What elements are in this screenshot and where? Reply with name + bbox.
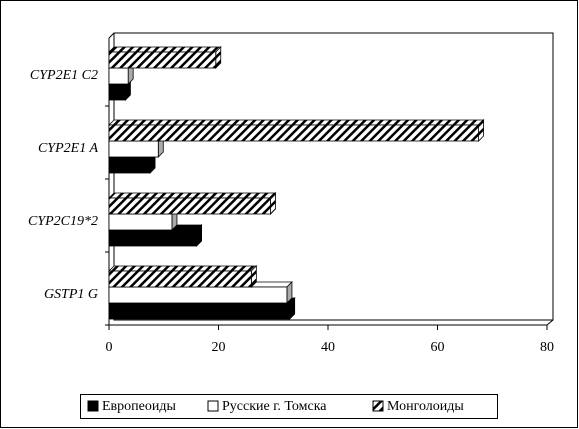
bar [108,270,252,288]
y-tick-label: GSTP1 G [44,287,98,302]
bar [108,302,291,320]
bar [108,229,197,247]
bar [108,286,288,304]
y-tick-label: CYP2E1 A [38,141,98,156]
floor-edge [546,319,554,326]
legend-swatch [372,400,384,412]
legend-label: Русские г. Томска [222,399,327,414]
wall-edge [108,32,115,39]
legend-swatch [87,400,99,412]
bar [108,213,173,231]
x-tick-label: 20 [212,340,226,355]
y-tick-label: CYP2E1 C2 [30,68,98,83]
x-tick-label: 40 [321,340,335,355]
bar [108,51,217,69]
legend [80,394,498,419]
x-tick-label: 60 [431,340,445,355]
bar-top [108,265,258,272]
bar [108,197,271,215]
bar [108,83,126,101]
bar [108,67,129,85]
legend-swatch [207,400,219,412]
x-tick-label: 0 [106,340,113,355]
bar [108,124,479,142]
bar-top [108,46,222,53]
y-tick-label: CYP2C19*2 [28,214,98,229]
bar [108,140,159,158]
x-tick-label: 80 [540,340,554,355]
bar-top [108,119,485,126]
legend-label: Европеоиды [102,399,176,414]
legend-label: Монголоиды [387,399,464,414]
bar [108,156,151,174]
bar-top [108,192,277,199]
